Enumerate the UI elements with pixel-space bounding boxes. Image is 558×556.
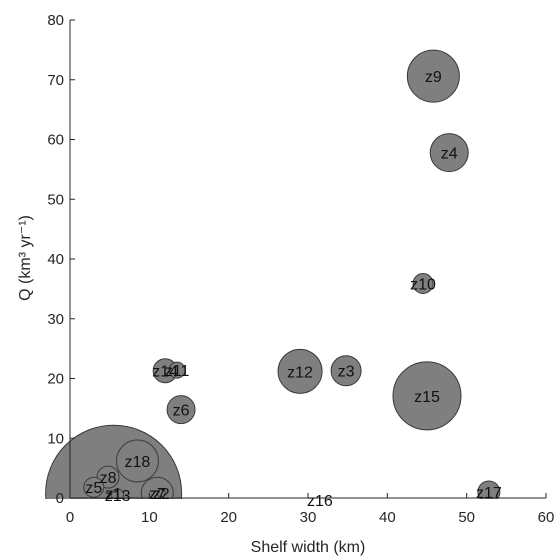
y-tick-label: 80 xyxy=(47,12,64,29)
x-tick-label: 60 xyxy=(538,509,555,526)
point-label: z13 xyxy=(105,488,131,505)
bubble-z5 xyxy=(83,476,105,498)
y-tick-label: 50 xyxy=(47,191,64,208)
bubble-z13 xyxy=(111,488,125,499)
bubble-z18 xyxy=(115,439,159,483)
point-label: z2 xyxy=(153,486,170,503)
point-label: z11 xyxy=(165,363,190,380)
point-label: z7 xyxy=(149,486,166,503)
point-label: z1 xyxy=(105,486,122,503)
point-label: z3 xyxy=(338,364,355,381)
bubble-z9 xyxy=(406,49,460,103)
point-label: z9 xyxy=(425,69,442,86)
y-tick-label: 30 xyxy=(47,311,64,328)
x-tick-label: 50 xyxy=(458,509,475,526)
point-label-layer: z1 z2 z3 z4 z5 z6 z7 z8 z9 z10 z11 z12 z13 z14 z15 z16 z… xyxy=(85,69,502,510)
x-tick-label: 30 xyxy=(300,509,317,526)
point-label: z16 xyxy=(307,493,333,510)
bubble-z17 xyxy=(477,480,501,499)
point-label: z17 xyxy=(476,485,502,502)
x-tick-label: 20 xyxy=(220,509,237,526)
bubble-layer xyxy=(45,49,501,499)
y-tick-label: 0 xyxy=(56,490,64,507)
bubble-z4 xyxy=(429,133,469,173)
point-label: z8 xyxy=(100,470,117,487)
point-label: z18 xyxy=(125,454,151,471)
y-axis-label: Q (km³ yr⁻¹) xyxy=(17,215,34,301)
y-tick-label: 60 xyxy=(47,132,64,149)
bubble-z11 xyxy=(168,361,186,379)
x-tick-label: 0 xyxy=(66,509,74,526)
point-label: z10 xyxy=(410,276,436,293)
x-tick-label: 40 xyxy=(379,509,396,526)
y-tick-label: 70 xyxy=(47,72,64,89)
axes: 0 10 20 30 40 50 60 0 10 20 30 40 50 60 70 80 xyxy=(47,12,554,526)
y-tick-label: 10 xyxy=(47,430,64,447)
point-label: z6 xyxy=(173,403,190,420)
point-label: z5 xyxy=(85,480,102,497)
point-label: z12 xyxy=(287,364,313,381)
bubble-z3 xyxy=(330,355,362,387)
bubble-z2 xyxy=(156,488,166,498)
y-tick-label: 20 xyxy=(47,371,64,388)
point-label: z14 xyxy=(152,364,178,381)
bubble-z6 xyxy=(166,395,196,425)
y-tick-label: 40 xyxy=(47,251,64,268)
bubble-z10 xyxy=(412,272,434,294)
x-axis-label: Shelf width (km) xyxy=(251,539,366,556)
point-label: z15 xyxy=(414,389,440,406)
point-label: z4 xyxy=(441,146,458,163)
x-tick-label: 10 xyxy=(141,509,158,526)
bubble-z12 xyxy=(277,348,323,394)
bubble-z15 xyxy=(392,361,462,431)
